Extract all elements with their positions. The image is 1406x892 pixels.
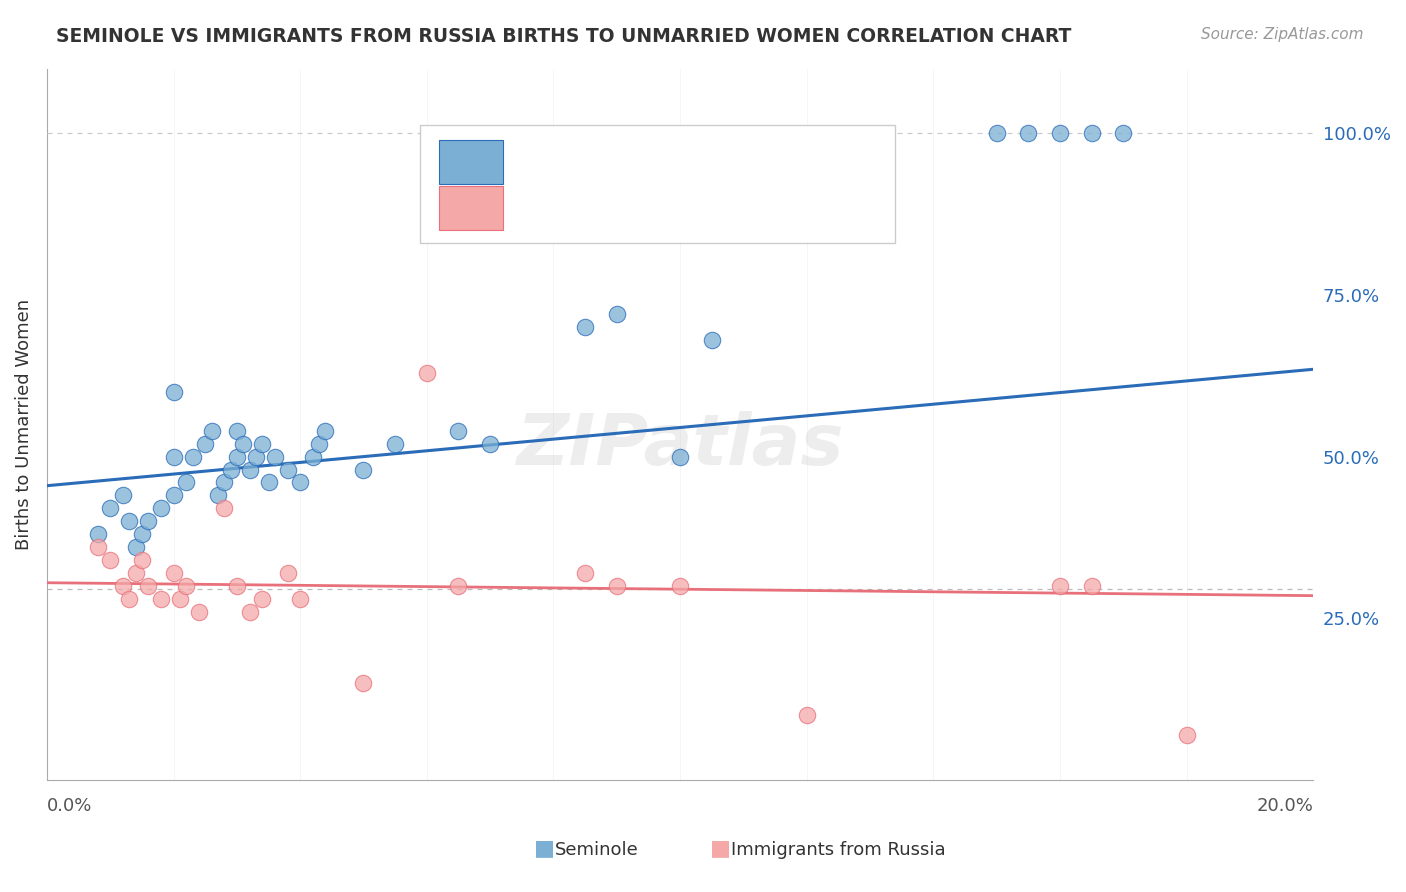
Text: R = -0.025   N = 28: R = -0.025 N = 28 [516,199,738,218]
FancyBboxPatch shape [440,140,503,184]
Point [187,605,209,619]
Point [288,475,311,490]
Point [174,475,197,490]
Text: Immigrants from Russia: Immigrants from Russia [731,841,946,859]
Point [1017,126,1039,140]
Point [162,384,184,399]
Point [225,579,247,593]
Point [149,501,172,516]
Point [276,566,298,580]
Text: Seminole: Seminole [555,841,640,859]
Point [169,591,191,606]
Point [315,424,337,438]
Point [207,488,229,502]
Point [257,475,280,490]
Point [86,540,108,554]
Point [479,436,502,450]
Point [1049,126,1071,140]
Point [98,553,121,567]
Point [353,462,375,476]
Point [1175,728,1198,742]
Point [986,126,1008,140]
Point [1049,579,1071,593]
Text: Source: ZipAtlas.com: Source: ZipAtlas.com [1201,27,1364,42]
Point [250,436,273,450]
FancyBboxPatch shape [440,186,503,230]
FancyBboxPatch shape [420,126,896,243]
Point [212,501,235,516]
Point [1112,126,1135,140]
Point [200,424,222,438]
Point [162,566,184,580]
Point [301,450,323,464]
Point [118,514,141,528]
Point [669,450,692,464]
Point [111,579,134,593]
Point [131,553,153,567]
Point [447,579,470,593]
Point [238,462,260,476]
Point [136,514,159,528]
Text: SEMINOLE VS IMMIGRANTS FROM RUSSIA BIRTHS TO UNMARRIED WOMEN CORRELATION CHART: SEMINOLE VS IMMIGRANTS FROM RUSSIA BIRTH… [56,27,1071,45]
Point [131,527,153,541]
Point [669,579,692,593]
Point [447,424,470,438]
Point [384,436,406,450]
Point [124,540,146,554]
Point [263,450,285,464]
Text: ZIPatlas: ZIPatlas [516,411,844,480]
Text: ■: ■ [534,838,555,858]
Point [606,579,628,593]
Point [212,475,235,490]
Point [606,307,628,321]
Point [416,366,439,380]
Point [162,450,184,464]
Point [796,708,818,723]
Text: 20.0%: 20.0% [1257,797,1313,814]
Point [219,462,242,476]
Point [1080,126,1102,140]
Point [238,605,260,619]
Point [225,424,247,438]
Text: ■: ■ [710,838,731,858]
Point [118,591,141,606]
Point [232,436,254,450]
Point [86,527,108,541]
Point [136,579,159,593]
Point [1080,579,1102,593]
Point [308,436,330,450]
Point [98,501,121,516]
Point [124,566,146,580]
Point [245,450,267,464]
Point [162,488,184,502]
Point [149,591,172,606]
Y-axis label: Births to Unmarried Women: Births to Unmarried Women [15,299,32,549]
Point [700,333,723,347]
Point [353,676,375,690]
Point [574,320,596,334]
Text: R =   0.139   N = 44: R = 0.139 N = 44 [516,153,751,171]
Point [194,436,217,450]
Point [250,591,273,606]
Point [288,591,311,606]
Point [276,462,298,476]
Point [111,488,134,502]
Point [181,450,204,464]
Point [225,450,247,464]
Point [574,566,596,580]
Point [174,579,197,593]
Text: 0.0%: 0.0% [46,797,93,814]
